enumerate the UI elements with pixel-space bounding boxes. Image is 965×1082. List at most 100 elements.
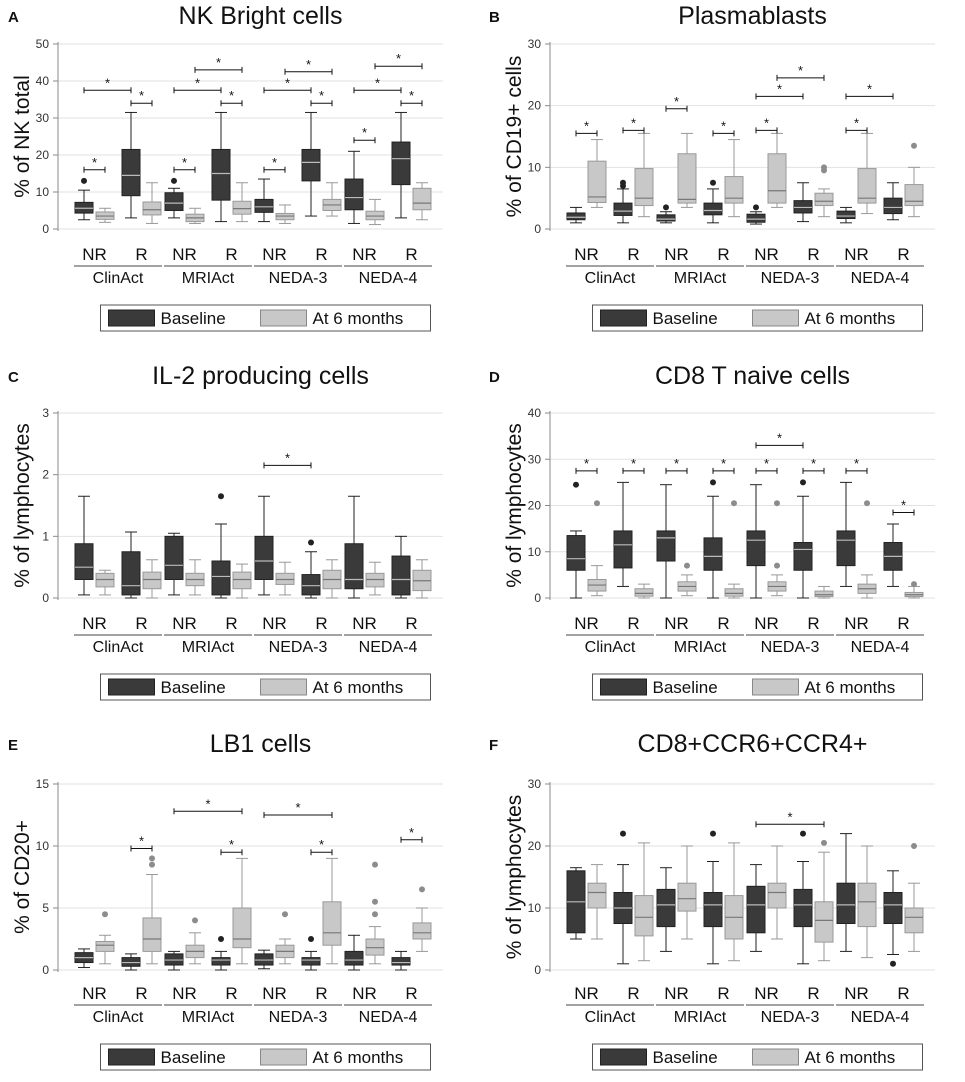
six-months-box xyxy=(904,581,924,599)
significance-bracket: * xyxy=(755,430,804,449)
significance-star: * xyxy=(285,75,290,90)
six-months-box xyxy=(767,132,787,208)
y-tick-label: 20 xyxy=(528,839,542,853)
box-iqr xyxy=(677,153,697,204)
significance-bracket: * xyxy=(263,75,312,94)
category-label-r: R xyxy=(405,245,417,264)
box-iqr xyxy=(232,200,252,215)
panel-a: A NK Bright cells % of NK total 0 10 20 30 40 50… xyxy=(8,2,443,332)
group-label: NEDA-4 xyxy=(359,270,418,287)
group-label: NEDA-3 xyxy=(761,639,820,656)
box-iqr xyxy=(211,560,231,596)
category-label-r: R xyxy=(225,984,237,1003)
outlier-point xyxy=(800,830,806,837)
panel-letter: B xyxy=(489,9,500,26)
category-label-r: R xyxy=(897,984,909,1003)
legend-label-six-months: At 6 months xyxy=(805,678,896,697)
baseline-box xyxy=(656,867,676,952)
box-iqr xyxy=(301,957,321,966)
category-label-nr: NR xyxy=(844,614,869,633)
significance-bracket: * xyxy=(776,63,825,81)
box-iqr xyxy=(814,590,834,598)
y-tick-label: 10 xyxy=(36,185,50,199)
significance-bracket: * xyxy=(130,833,153,852)
significance-star: * xyxy=(195,75,200,90)
group-label: ClinAct xyxy=(93,270,144,287)
baseline-box xyxy=(613,481,633,587)
box-iqr xyxy=(767,153,787,204)
box-iqr xyxy=(836,882,856,925)
box-iqr xyxy=(275,572,295,585)
box-iqr xyxy=(121,551,141,596)
significance-star: * xyxy=(105,75,110,90)
panel-letter: D xyxy=(489,369,500,386)
significance-star: * xyxy=(798,63,803,78)
significance-bracket: * xyxy=(845,115,868,134)
category-label-r: R xyxy=(627,984,639,1003)
legend: Baseline At 6 months xyxy=(100,1043,431,1071)
significance-star: * xyxy=(306,57,311,72)
y-tick-label: 15 xyxy=(36,777,50,791)
group-label: MRIAct xyxy=(674,1009,727,1026)
box-iqr xyxy=(613,202,633,216)
category-label-r: R xyxy=(315,984,327,1003)
category-label-r: R xyxy=(897,245,909,264)
box-iqr xyxy=(301,148,321,182)
category-label-nr: NR xyxy=(754,984,779,1003)
box-iqr xyxy=(703,537,723,571)
significance-bracket: * xyxy=(802,456,825,474)
six-months-box xyxy=(142,559,162,599)
six-months-box xyxy=(587,500,607,597)
box-iqr xyxy=(793,200,813,214)
y-axis-label: % of lymphocytes xyxy=(503,795,526,960)
baseline-box xyxy=(883,182,903,221)
baseline-box xyxy=(74,177,94,221)
box-iqr xyxy=(121,148,141,197)
box-iqr xyxy=(365,938,385,956)
legend-swatch-six-months xyxy=(752,309,799,327)
y-axis-label: % of lymphocytes xyxy=(11,423,34,588)
baseline-box xyxy=(656,484,676,599)
significance-bracket: * xyxy=(712,118,735,137)
box-iqr xyxy=(634,895,654,937)
box-iqr xyxy=(254,953,274,966)
six-months-box xyxy=(142,182,162,224)
group-label: ClinAct xyxy=(93,639,144,656)
category-label-nr: NR xyxy=(574,245,599,264)
baseline-box xyxy=(703,179,723,224)
legend-label-baseline: Baseline xyxy=(653,1048,718,1067)
panel-d: D CD8 T naive cells % of lymphocytes 0 10 20 3… xyxy=(489,362,935,701)
significance-bracket: * xyxy=(83,155,106,173)
baseline-box xyxy=(883,870,903,967)
panel-f: F CD8+CCR6+CCR4+ % of lymphocytes 0 10 20 30 * N… xyxy=(489,730,935,1071)
box-iqr xyxy=(391,141,411,186)
box-iqr xyxy=(95,572,115,588)
group-label: NEDA-3 xyxy=(269,639,328,656)
legend-label-six-months: At 6 months xyxy=(805,1048,896,1067)
six-months-box xyxy=(767,500,787,597)
box-iqr xyxy=(724,176,744,204)
group-label: ClinAct xyxy=(585,270,636,287)
significance-star: * xyxy=(396,51,401,66)
category-label-nr: NR xyxy=(82,984,107,1003)
category-label-r: R xyxy=(807,614,819,633)
baseline-box xyxy=(836,481,856,587)
baseline-box xyxy=(344,150,364,224)
panel-letter: F xyxy=(489,737,498,754)
box-iqr xyxy=(746,530,766,567)
legend-swatch-six-months xyxy=(752,678,799,696)
significance-star: * xyxy=(721,118,726,133)
significance-star: * xyxy=(229,837,234,852)
box-iqr xyxy=(412,187,432,211)
six-months-box xyxy=(232,563,252,599)
legend-swatch-baseline xyxy=(600,309,647,327)
box-iqr xyxy=(232,907,252,949)
legend: Baseline At 6 months xyxy=(100,673,431,701)
legend-label-six-months: At 6 months xyxy=(313,309,404,328)
baseline-box xyxy=(301,539,321,599)
six-months-box xyxy=(232,182,252,223)
outlier-point xyxy=(594,500,600,507)
baseline-box xyxy=(793,182,813,223)
six-months-box xyxy=(904,142,924,218)
baseline-box xyxy=(391,111,411,219)
